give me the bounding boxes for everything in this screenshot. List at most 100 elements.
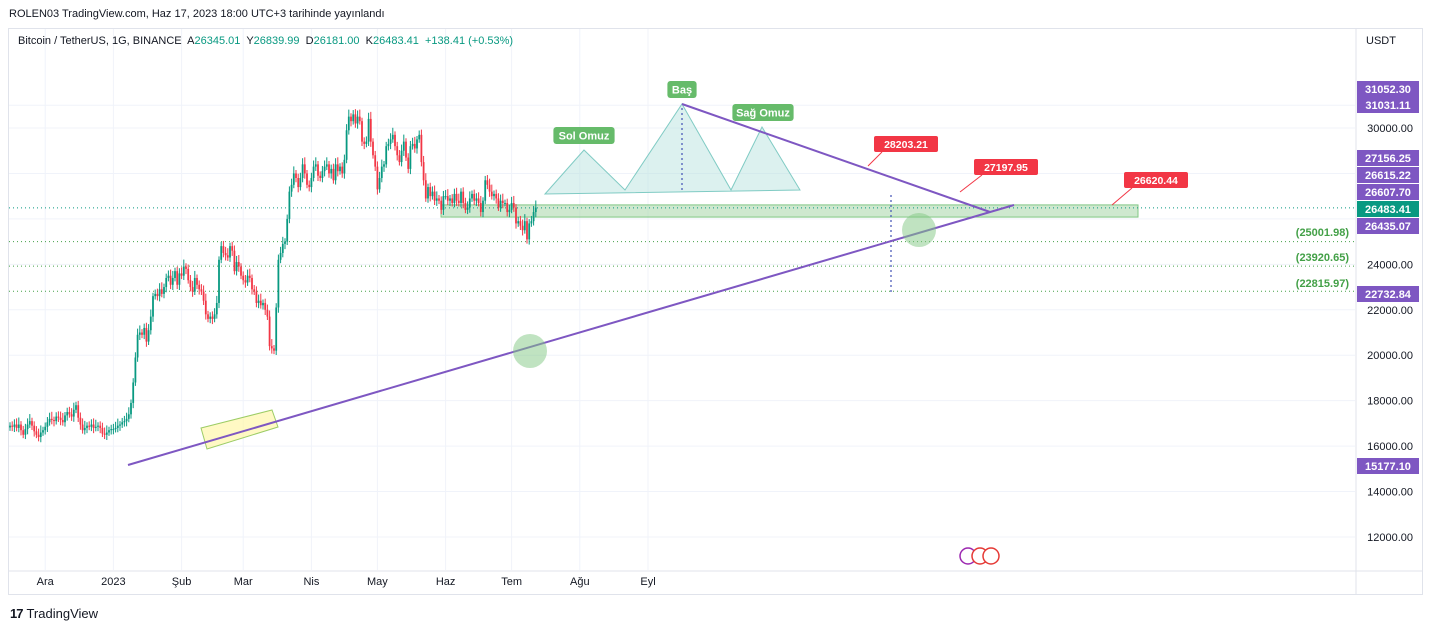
candle-body xyxy=(512,202,515,208)
axis-price-tag-text: 27156.25 xyxy=(1365,153,1411,165)
candle-body xyxy=(361,121,363,142)
candle-body xyxy=(433,191,436,201)
candle-body xyxy=(407,157,410,169)
axis-price-tag xyxy=(1357,97,1419,113)
candle-body xyxy=(521,225,524,231)
candle-body xyxy=(319,175,322,178)
candle-body xyxy=(42,430,44,433)
candle-body xyxy=(226,255,229,258)
candle-body xyxy=(490,191,493,197)
candle-body xyxy=(158,289,161,297)
candle-body xyxy=(341,166,344,174)
candle-body xyxy=(499,200,502,208)
candle-body xyxy=(515,207,517,224)
candle-body xyxy=(431,191,434,197)
head-shoulders-pattern xyxy=(543,103,801,195)
candle-body xyxy=(372,141,374,156)
x-tick-label: Eyl xyxy=(640,576,655,588)
candle-body xyxy=(396,146,399,156)
flag-icon xyxy=(982,547,1000,565)
candle-body xyxy=(154,293,157,297)
candle-body xyxy=(495,193,498,199)
candle-body xyxy=(358,116,361,122)
candle-body xyxy=(477,198,480,203)
candle-body xyxy=(420,134,423,163)
callout-leader xyxy=(959,174,983,193)
candle-body xyxy=(297,177,300,188)
candle-body xyxy=(508,209,511,213)
candle-body xyxy=(209,316,212,319)
axis-price-tag-text: 31052.30 xyxy=(1365,84,1411,96)
candle-body xyxy=(301,164,304,178)
candle-body xyxy=(251,277,253,290)
candle-body xyxy=(523,221,526,231)
candle-body xyxy=(270,346,273,349)
touch-circle xyxy=(902,213,936,247)
candle-body xyxy=(123,421,126,423)
candle-body xyxy=(257,300,260,303)
high-value: 26839.99 xyxy=(253,35,300,47)
y-tick-label: 20000.00 xyxy=(1367,350,1413,362)
candle-body xyxy=(11,425,14,427)
open-value: 26345.01 xyxy=(194,35,241,47)
candle-body xyxy=(295,173,297,178)
symbol-name[interactable]: Bitcoin / TetherUS, 1G, BINANCE xyxy=(18,35,182,47)
candle-body xyxy=(211,316,214,319)
x-tick-label: Ağu xyxy=(570,576,590,588)
footer-brand[interactable]: 17 TradingView xyxy=(10,606,98,621)
candle-body xyxy=(332,168,335,181)
candle-body xyxy=(273,348,275,351)
axis-price-tag xyxy=(1357,286,1419,302)
candle-body xyxy=(244,280,247,283)
candle-body xyxy=(409,146,412,169)
candle-body xyxy=(22,430,25,435)
candle-body xyxy=(224,252,227,256)
brand-text: TradingView xyxy=(26,606,99,621)
candle-body xyxy=(180,273,183,276)
candle-body xyxy=(97,425,99,427)
close-value: 26483.41 xyxy=(372,35,419,47)
candle-body xyxy=(321,171,324,178)
candle-body xyxy=(248,275,251,278)
candle-body xyxy=(61,419,64,423)
candle-body xyxy=(39,432,42,438)
candle-body xyxy=(405,141,407,158)
candle-body xyxy=(26,424,29,430)
candle-body xyxy=(207,314,209,319)
low-value: 26181.00 xyxy=(313,35,360,47)
candle-body xyxy=(94,426,97,428)
x-tick-label: May xyxy=(367,576,388,588)
candle-body xyxy=(345,130,348,160)
candle-body xyxy=(90,424,93,427)
x-tick-label: Ara xyxy=(37,576,55,588)
candle-body xyxy=(88,425,91,427)
candle-body xyxy=(526,221,528,240)
candle-body xyxy=(350,116,352,122)
currency-label[interactable]: USDT xyxy=(1366,35,1396,47)
candle-body xyxy=(176,271,179,285)
candle-body xyxy=(352,114,355,122)
high-label: Y xyxy=(246,35,254,47)
axis-price-tag xyxy=(1357,184,1419,200)
candle-body xyxy=(336,164,339,172)
candle-body xyxy=(534,207,537,213)
y-tick-label: 30000.00 xyxy=(1367,123,1413,135)
candle-body xyxy=(229,246,231,258)
x-tick-label: 2023 xyxy=(101,576,125,588)
candle-body xyxy=(15,424,18,428)
candle-body xyxy=(444,196,447,198)
axis-price-tag xyxy=(1357,81,1419,97)
candle-body xyxy=(81,424,84,431)
low-label: D xyxy=(305,35,314,47)
candle-body xyxy=(48,418,51,423)
candle-body xyxy=(103,433,106,435)
candle-body xyxy=(486,180,489,185)
open-label: A xyxy=(187,35,195,47)
touch-circle xyxy=(513,334,547,368)
candle-body xyxy=(72,409,75,417)
candle-body xyxy=(143,327,146,335)
candle-body xyxy=(149,316,152,331)
y-tick-label: 22000.00 xyxy=(1367,305,1413,317)
candle-body xyxy=(314,164,317,167)
